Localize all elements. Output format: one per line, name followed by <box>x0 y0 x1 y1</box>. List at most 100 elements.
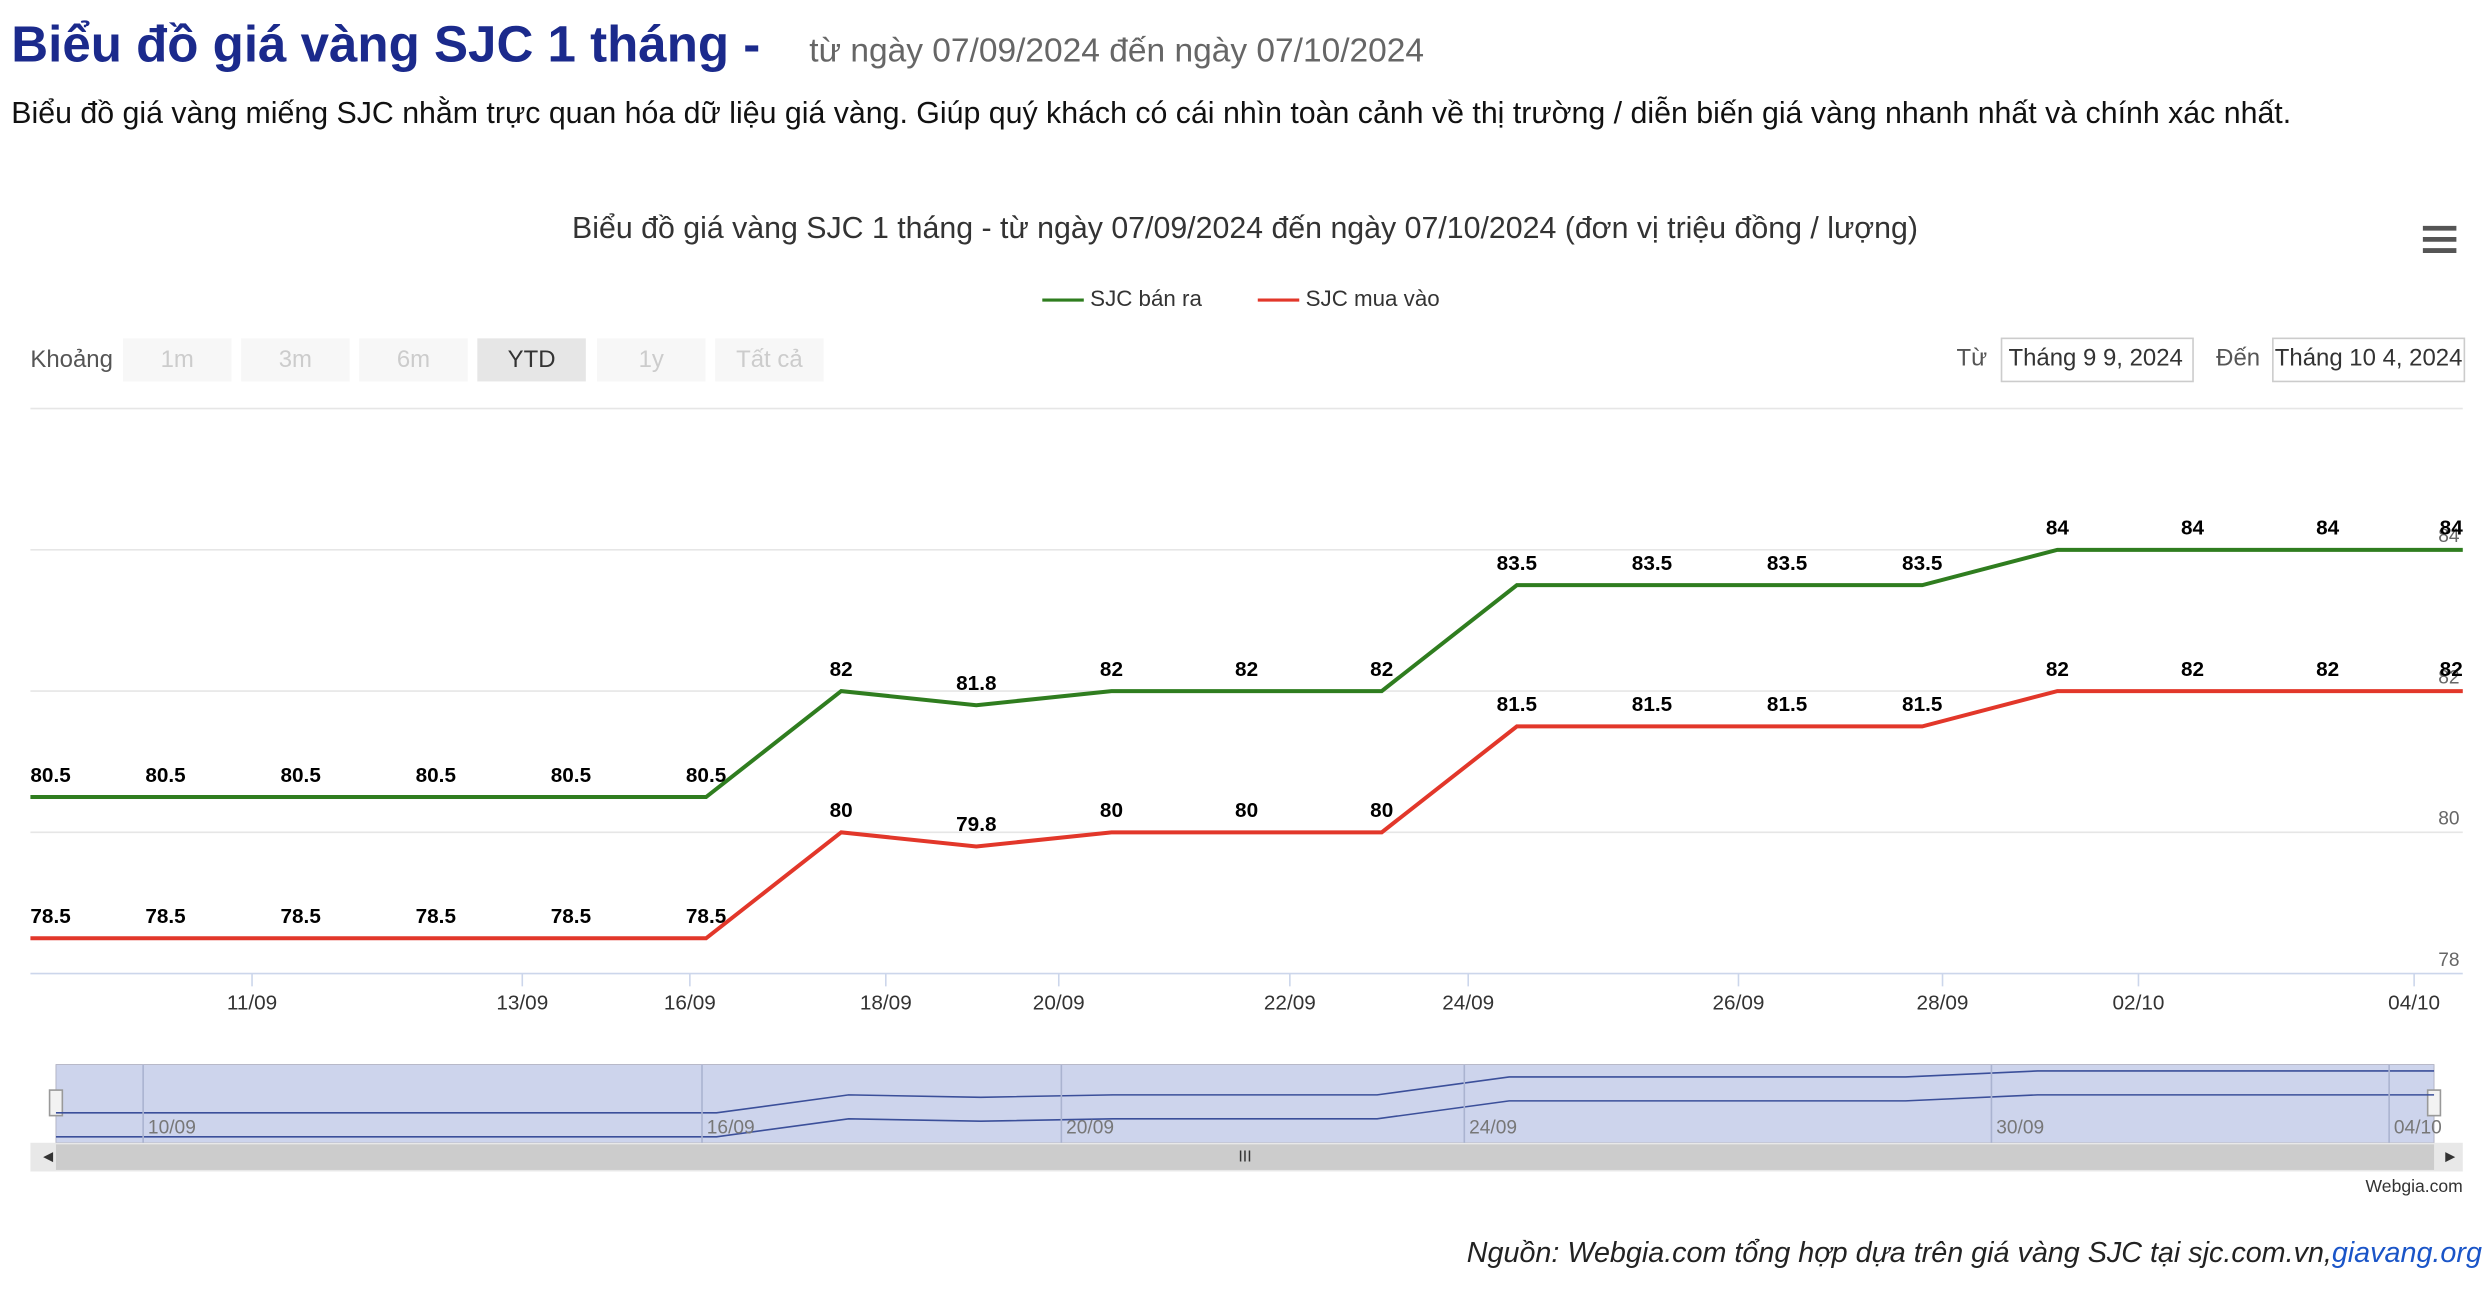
data-label: 82 <box>2181 658 2204 681</box>
data-label: 82 <box>2316 658 2339 681</box>
data-label: 80 <box>1370 799 1393 822</box>
x-tick-label: 20/09 <box>1033 991 1085 1014</box>
data-label: 80 <box>1100 799 1123 822</box>
x-tick-label: 26/09 <box>1713 991 1765 1014</box>
navigator-line <box>55 1094 2435 1138</box>
from-value: Tháng 9 9, 2024 <box>2009 344 2183 371</box>
scroll-left[interactable]: ◀ <box>43 1149 53 1164</box>
data-label: 84 <box>2440 517 2464 540</box>
range-button[interactable] <box>715 338 824 382</box>
range-button-label: 3m <box>279 346 312 373</box>
credits: Webgia.com <box>2366 1176 2463 1196</box>
from-label: Từ <box>1956 344 1987 371</box>
navigator-tick-label: 30/09 <box>1996 1117 2044 1138</box>
x-tick-label: 24/09 <box>1442 991 1494 1014</box>
data-label: 81.5 <box>1497 693 1537 716</box>
scrollbar-thumb[interactable] <box>55 1144 2435 1170</box>
data-label: 84 <box>2181 517 2205 540</box>
scroll-right[interactable]: ▶ <box>2445 1149 2455 1164</box>
y-tick-label: 80 <box>2438 809 2459 830</box>
navigator-tick-label: 10/09 <box>148 1117 196 1138</box>
navigator[interactable] <box>55 1064 2435 1144</box>
data-label: 82 <box>1370 658 1393 681</box>
source: Nguồn: Webgia.com tổng hợp dựa trên giá … <box>1467 1237 2332 1269</box>
y-tick-label: 84 <box>2438 526 2460 547</box>
data-label: 81.5 <box>1902 693 1942 716</box>
range-button-label: 6m <box>397 346 430 373</box>
x-tick-label: 18/09 <box>860 991 912 1014</box>
y-tick-label: 82 <box>2438 667 2459 688</box>
x-tick-label: 16/09 <box>664 991 716 1014</box>
data-label: 82 <box>830 658 853 681</box>
menu-icon[interactable] <box>2422 225 2457 253</box>
range-label: Khoảng <box>30 346 113 373</box>
data-label: 80 <box>1235 799 1258 822</box>
navigator-tick-label: 20/09 <box>1066 1117 1114 1138</box>
data-label: 79.8 <box>956 813 996 836</box>
x-tick-label: 04/10 <box>2388 991 2440 1014</box>
y-tick-label: 78 <box>2438 950 2459 971</box>
range-button-label: 1m <box>161 346 194 373</box>
data-label: 78.5 <box>280 905 320 928</box>
data-label: 84 <box>2316 517 2340 540</box>
navigator-handle[interactable] <box>2426 1089 2442 1117</box>
x-tick-label: 11/09 <box>227 991 277 1014</box>
range-button[interactable] <box>477 338 586 382</box>
data-label: 80.5 <box>686 764 726 787</box>
navigator-tick-label: 24/09 <box>1469 1117 1517 1138</box>
series-line <box>30 689 2463 941</box>
data-label: 78.5 <box>686 905 726 928</box>
x-tick-label: 02/10 <box>2113 991 2165 1014</box>
data-label: 83.5 <box>1902 552 1942 575</box>
from-input[interactable] <box>2000 337 2194 383</box>
chart-title: Biểu đồ giá vàng SJC 1 tháng - từ ngày 0… <box>572 212 1918 245</box>
description: Biểu đồ giá vàng miếng SJC nhằm trực qua… <box>11 97 2291 130</box>
data-label: 81.8 <box>956 672 996 695</box>
data-label: 83.5 <box>1497 552 1537 575</box>
data-label: 81.5 <box>1632 693 1672 716</box>
legend-label: SJC mua vào <box>1306 286 1440 311</box>
data-label: 78.5 <box>145 905 185 928</box>
page-title: Biểu đồ giá vàng SJC 1 tháng - <box>11 15 760 72</box>
x-tick-label: 22/09 <box>1264 991 1316 1014</box>
data-label: 80 <box>830 799 853 822</box>
x-tick-label: 28/09 <box>1917 991 1969 1014</box>
data-label: 82 <box>2046 658 2069 681</box>
x-tick-label: 13/09 <box>496 991 548 1014</box>
data-label: 78.5 <box>416 905 456 928</box>
navigator-tick-label: 16/09 <box>707 1117 755 1138</box>
range-button-label: YTD <box>508 346 556 373</box>
data-label: 82 <box>1235 658 1258 681</box>
range-button[interactable] <box>359 338 468 382</box>
data-label: 80.5 <box>416 764 456 787</box>
data-label: 80.5 <box>280 764 320 787</box>
to-input[interactable] <box>2272 337 2466 383</box>
data-label: 82 <box>1100 658 1123 681</box>
page-subtitle: từ ngày 07/09/2024 đến ngày 07/10/2024 <box>809 33 1424 70</box>
data-label: 81.5 <box>1767 693 1807 716</box>
range-button[interactable] <box>597 338 706 382</box>
to-label: Đến <box>2216 344 2260 371</box>
data-label: 80.5 <box>551 764 591 787</box>
data-label: 78.5 <box>551 905 591 928</box>
source-link[interactable]: giavang.org <box>2332 1237 2482 1269</box>
legend-label: SJC bán ra <box>1090 286 1202 311</box>
navigator-line <box>55 1070 2435 1114</box>
data-label: 80.5 <box>145 764 185 787</box>
range-button-label: 1y <box>639 346 664 373</box>
range-button[interactable] <box>122 338 232 382</box>
to-value: Tháng 10 4, 2024 <box>2275 344 2463 371</box>
data-label: 83.5 <box>1767 552 1807 575</box>
data-label: 80.5 <box>30 764 70 787</box>
data-label: 82 <box>2440 658 2463 681</box>
data-label: 78.5 <box>30 905 70 928</box>
series-line <box>30 547 2463 800</box>
scrollbar-grip: III <box>1238 1148 1251 1165</box>
range-button[interactable] <box>241 338 350 382</box>
navigator-tick-label: 04/10 <box>2394 1117 2442 1138</box>
range-button-label: Tất cả <box>736 346 803 373</box>
navigator-handle[interactable] <box>48 1089 64 1117</box>
data-label: 84 <box>2046 517 2070 540</box>
